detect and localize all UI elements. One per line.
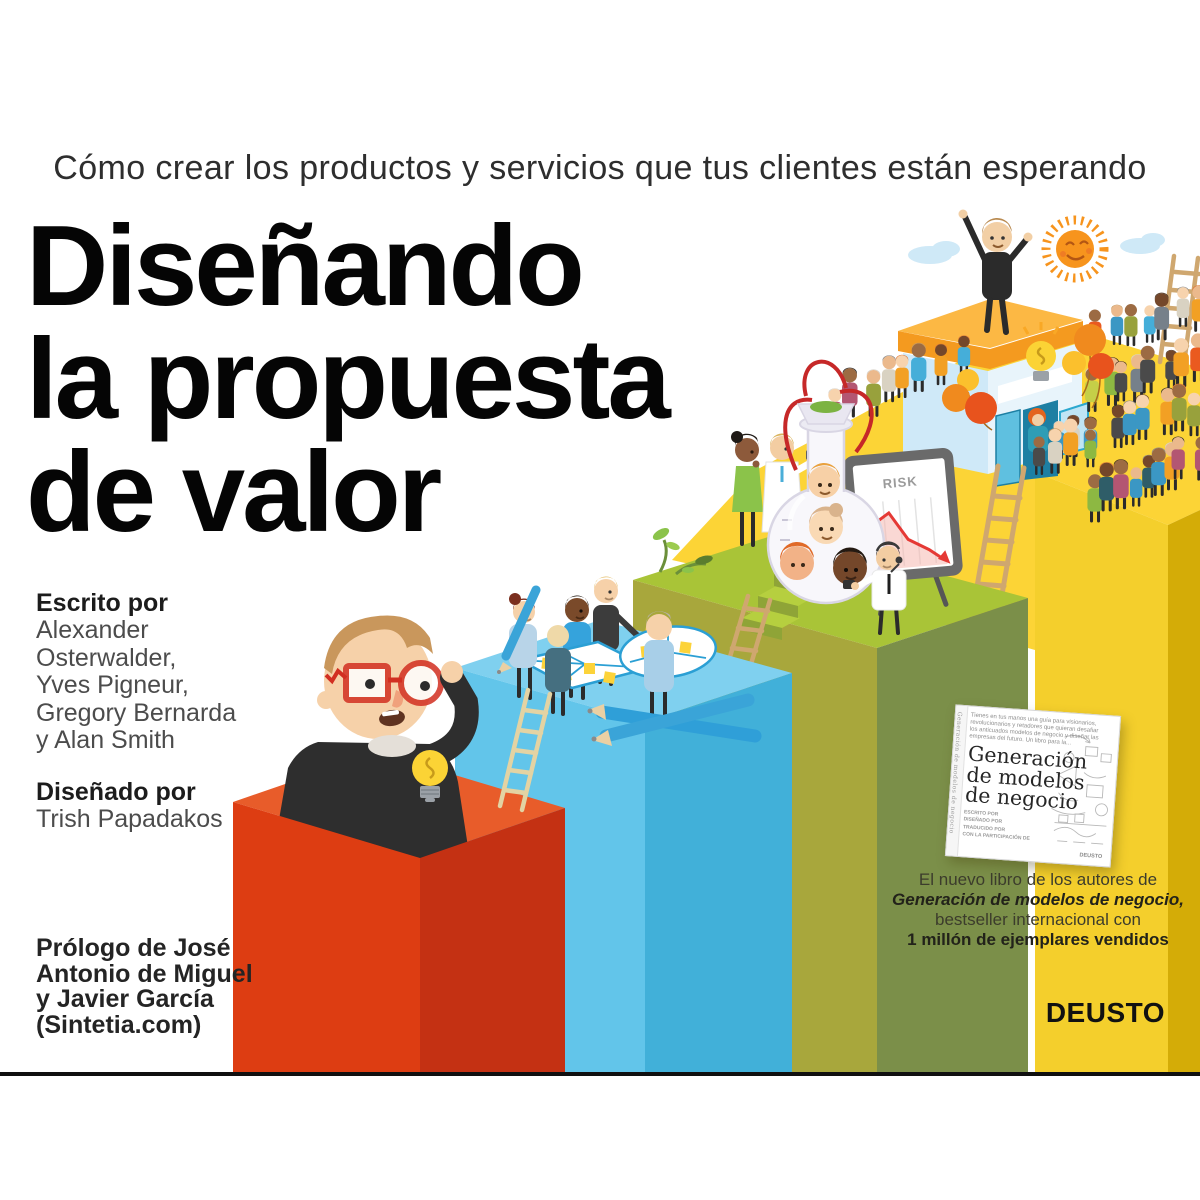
designer-name: Trish Papadakos [36,805,223,833]
author-name: Yves Pigneur, [36,671,189,699]
prologue-line: (Sintetia.com) [36,1010,202,1039]
tagline: Cómo crear los productos y servicios que… [53,149,1147,187]
yellow-step-side [1168,510,1200,1073]
title-line-3: de valor [26,429,442,556]
red-step-side [420,808,565,1073]
promo-block: El nuevo libro de los autores de Generac… [877,870,1199,950]
designed-by-block: Diseñado por Trish Papadakos [36,778,223,834]
author-name: Alexander [36,616,149,644]
red-step-front [233,802,420,1073]
doctor-figure [843,541,907,635]
book-publisher-small: DEUSTO [1079,852,1103,860]
man-on-roof [958,209,1033,335]
woman-in-green [731,431,763,547]
ground-line [0,1072,1200,1076]
balloons-icon [942,324,1114,431]
blue-step-side [645,673,792,1073]
workshop-team [497,576,762,746]
promo-line-sales: 1 millón de ejemplares vendidos [907,930,1169,949]
customer-flask [766,359,886,605]
author-name: Osterwalder, [36,643,177,672]
ladder-icon [497,687,553,813]
prologue-line: Antonio de Miguel [36,959,253,988]
cloud-icon [908,233,1165,264]
written-by-block: Escrito por Alexander Osterwalder, Yves … [36,589,236,755]
author-name: Gregory Bernarda [36,698,237,727]
publisher-logo: DEUSTO [1045,997,1165,1028]
risk-chart-label: RISK [882,473,918,491]
promo-line: bestseller internacional con [934,910,1141,929]
page-title: Diseñando la propuesta de valor [26,203,671,556]
title-line-2: la propuesta [26,316,671,443]
lightbulb-icon [412,750,448,802]
leaf-sprout-icon [652,528,713,576]
title-line-1: Diseñando [26,203,585,330]
author-name: y Alan Smith [36,726,175,754]
prologue-block: Prólogo de José Antonio de Miguel y Javi… [36,934,253,1039]
book-cover-doodles [1051,735,1112,845]
sun-icon [1041,215,1109,283]
promo-line: El nuevo libro de los autores de [918,870,1158,889]
promo-line-book-title: Generación de modelos de negocio, [892,890,1184,909]
written-by-label: Escrito por [36,589,168,617]
previous-book-thumbnail: Generación de modelos de negocio Tienes … [944,704,1122,868]
prologue-line: y Javier García [36,985,214,1013]
designed-by-label: Diseñado por [36,778,196,806]
lightbulb-sign-icon [1022,322,1060,381]
crowd-of-customers [827,285,1200,523]
prologue-line: Prólogo de José [36,934,231,962]
